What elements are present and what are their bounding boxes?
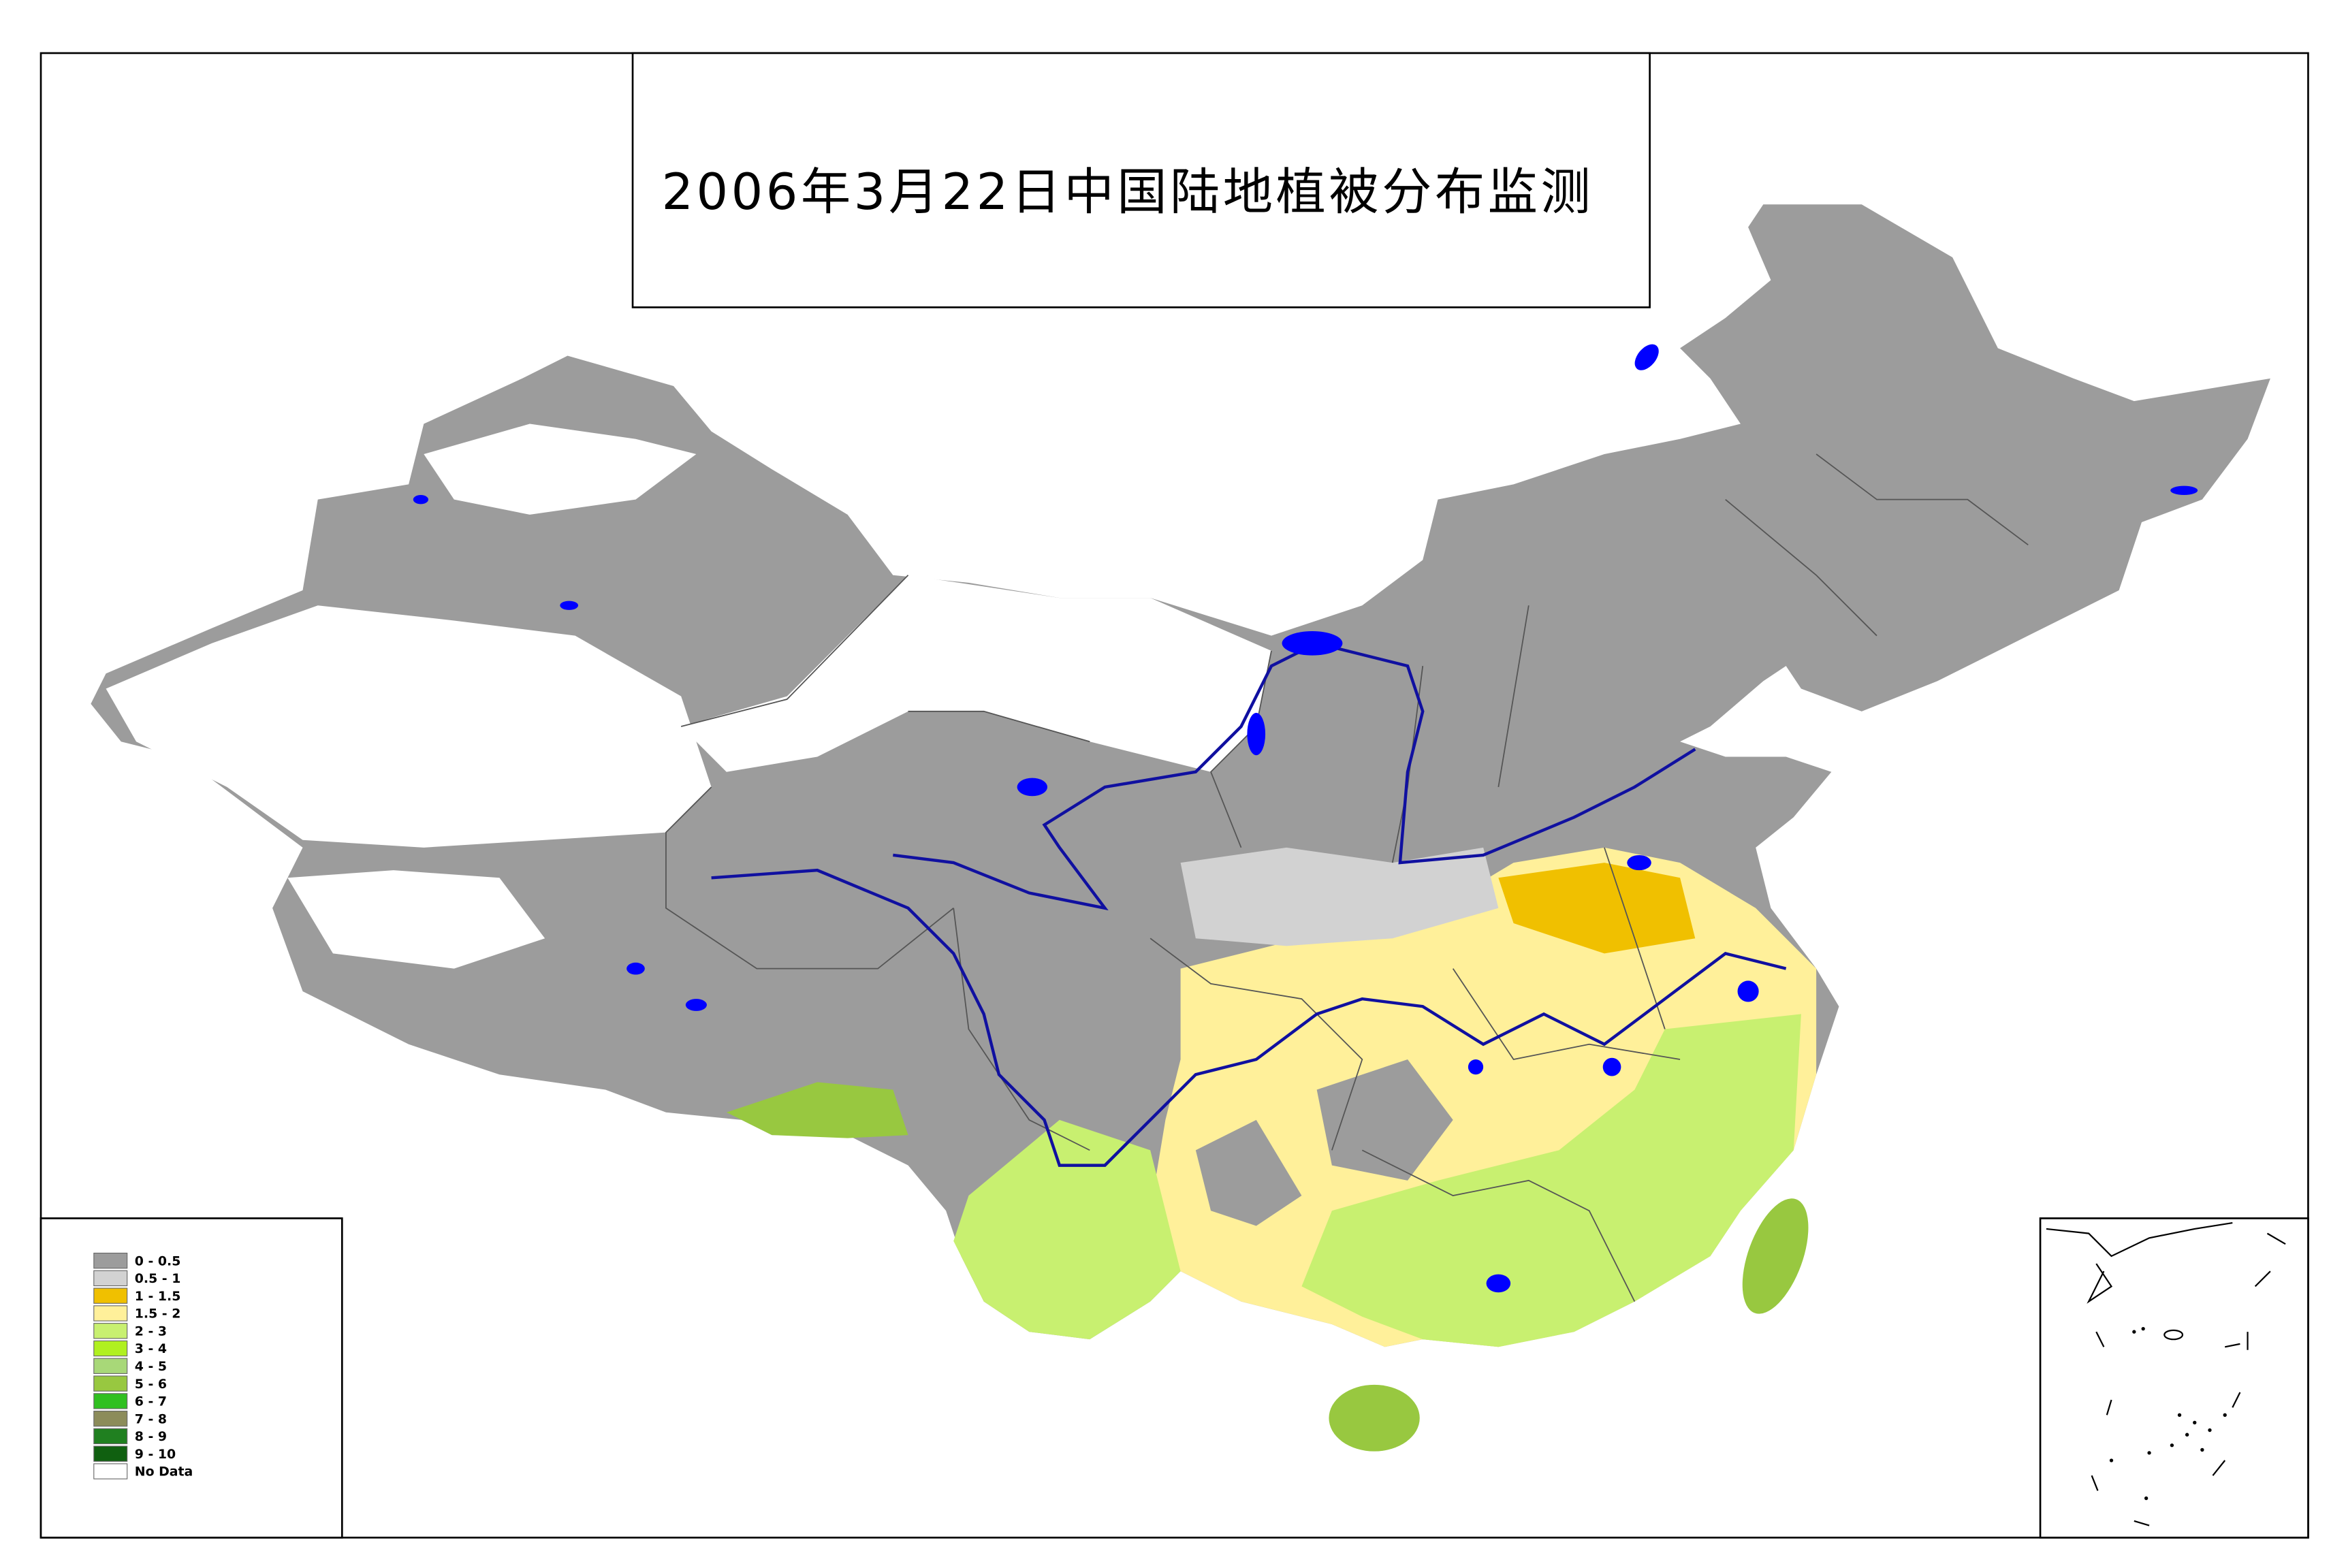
border (665, 453, 2029, 1302)
low-veg-region (1316, 1059, 1453, 1181)
lake (1486, 1274, 1511, 1293)
legend-label: 0 - 0.5 (135, 1253, 181, 1268)
legend-label: 9 - 10 (135, 1447, 176, 1462)
yangtze-river (711, 868, 1787, 1167)
lake (560, 601, 579, 610)
legend-label: 3 - 4 (135, 1341, 167, 1356)
lake (627, 962, 645, 975)
inset-island (2144, 1496, 2149, 1501)
veg-region (953, 1119, 1181, 1340)
inset-island (2177, 1413, 2182, 1417)
inset-box (2039, 1217, 2309, 1539)
legend-label: 5 - 6 (135, 1377, 167, 1392)
inset-coast (2046, 1221, 2233, 1304)
veg-region (726, 1082, 908, 1138)
title-box (631, 52, 1651, 308)
lake (413, 494, 428, 505)
inset-island (2193, 1420, 2197, 1425)
legend-swatch (93, 1287, 128, 1304)
inset-islands (2109, 1326, 2227, 1501)
inset-island (2132, 1330, 2136, 1334)
inset-map (2046, 1221, 2286, 1526)
lake (1627, 854, 1651, 871)
inset-boundary (2091, 1232, 2286, 1526)
legend-label: 7 - 8 (135, 1411, 167, 1426)
no-data-region (106, 605, 712, 848)
legend-label: 4 - 5 (135, 1359, 167, 1374)
legend-swatch (93, 1445, 128, 1462)
legend-swatch (93, 1358, 128, 1374)
inset-island (2200, 1447, 2204, 1452)
yellow-river (893, 641, 1696, 911)
lake (1602, 1057, 1621, 1076)
legend-swatch (93, 1393, 128, 1409)
legend-label: 1.5 - 2 (135, 1307, 181, 1322)
legend: 0 - 0.5 0.5 - 1 1 - 1.5 1.5 - 2 2 - 3 3 - 4 4 … (93, 1252, 193, 1479)
inset-island (2185, 1433, 2189, 1437)
legend-label: 8 - 9 (135, 1429, 167, 1444)
veg-region (1301, 1014, 1801, 1347)
legend-label: 6 - 7 (135, 1394, 167, 1409)
inset-island (2223, 1413, 2227, 1417)
legend-swatch (93, 1375, 128, 1392)
legend-swatch (93, 1340, 128, 1357)
no-data-region (424, 423, 697, 515)
lake (1468, 1059, 1484, 1075)
hainan (1329, 1384, 1420, 1452)
legend-swatch (93, 1428, 128, 1445)
inset-island (2208, 1428, 2212, 1433)
lake (1247, 713, 1266, 756)
lake (1737, 980, 1759, 1002)
mid-region (1180, 847, 1499, 946)
legend-swatch (93, 1270, 128, 1287)
lake (1017, 778, 1048, 797)
taiwan (1742, 1198, 1809, 1314)
legend-label: 0.5 - 1 (135, 1271, 181, 1286)
low-veg-region (1195, 1119, 1302, 1226)
map-title: 2006年3月22日中国陆地植被分布监测 (661, 163, 1594, 221)
lake (2170, 485, 2198, 495)
legend-label: No Data (135, 1465, 193, 1479)
lake (685, 999, 707, 1011)
inset-island (2163, 1329, 2184, 1341)
no-data-region (681, 575, 1271, 772)
legend-swatch (93, 1410, 128, 1427)
legend-label: 1 - 1.5 (135, 1289, 181, 1304)
inset-island (2147, 1451, 2151, 1455)
lake (1282, 631, 1343, 656)
inset-island (2141, 1326, 2145, 1331)
legend-swatch (93, 1463, 128, 1479)
inset-island (2109, 1458, 2114, 1462)
legend-swatch (93, 1252, 128, 1269)
legend-swatch (93, 1305, 128, 1322)
lake (1634, 344, 1659, 370)
legend-swatch (93, 1323, 128, 1339)
inset-island (2170, 1443, 2174, 1447)
legend-label: 2 - 3 (135, 1324, 167, 1339)
legend-box (39, 1217, 343, 1539)
veg-region (1498, 863, 1696, 954)
no-data-region (287, 870, 545, 969)
